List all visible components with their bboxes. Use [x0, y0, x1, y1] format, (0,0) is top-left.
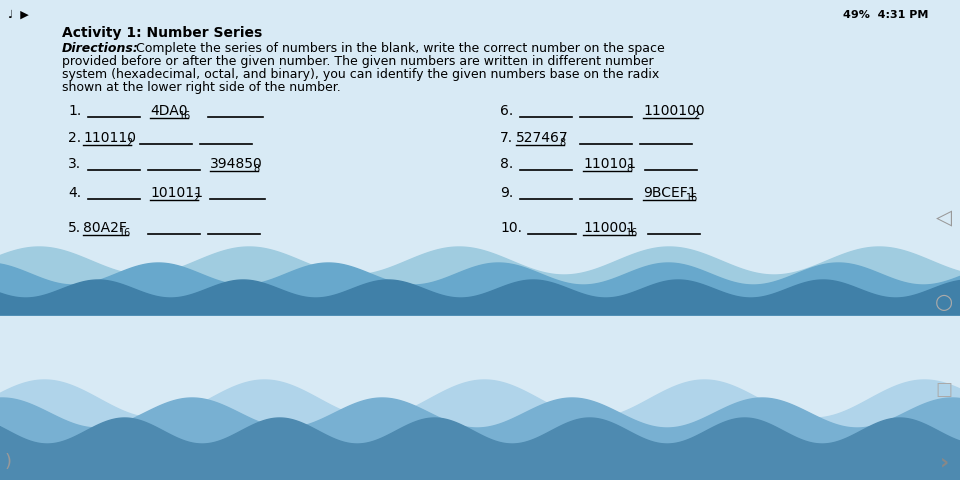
Text: Activity 1: Number Series: Activity 1: Number Series [62, 26, 262, 40]
Text: provided before or after the given number. The given numbers are written in diff: provided before or after the given numbe… [62, 55, 654, 68]
Text: 7.: 7. [500, 131, 514, 145]
Text: □: □ [935, 381, 952, 399]
Text: ›: › [940, 452, 948, 472]
Text: 1100100: 1100100 [643, 104, 705, 118]
Text: ): ) [5, 453, 12, 471]
Text: 8: 8 [559, 138, 565, 148]
Text: 8: 8 [626, 164, 633, 174]
Text: shown at the lower right side of the number.: shown at the lower right side of the num… [62, 81, 341, 94]
Text: 10.: 10. [500, 221, 522, 235]
Text: 4.: 4. [68, 186, 82, 200]
Text: 2.: 2. [68, 131, 82, 145]
Text: Complete the series of numbers in the blank, write the correct number on the spa: Complete the series of numbers in the bl… [132, 42, 664, 55]
Text: 110001: 110001 [583, 221, 636, 235]
Text: 3.: 3. [68, 157, 82, 171]
Text: 8: 8 [253, 164, 259, 174]
Text: ♩  ▶: ♩ ▶ [8, 10, 29, 20]
Text: ◁: ◁ [936, 208, 952, 228]
Text: 394850: 394850 [210, 157, 263, 171]
Text: 110101: 110101 [583, 157, 636, 171]
Text: 16: 16 [686, 193, 699, 203]
Text: 2: 2 [126, 138, 132, 148]
Text: 6.: 6. [500, 104, 514, 118]
Text: 49%  4:31 PM: 49% 4:31 PM [843, 10, 928, 20]
Text: 1.: 1. [68, 104, 82, 118]
Text: 16: 16 [626, 228, 638, 238]
Text: 2: 2 [193, 193, 200, 203]
Text: ○: ○ [935, 292, 953, 312]
Text: 527467: 527467 [516, 131, 568, 145]
Text: 5.: 5. [68, 221, 82, 235]
Text: 4DA0: 4DA0 [150, 104, 187, 118]
Text: 16: 16 [119, 228, 132, 238]
Text: 8.: 8. [500, 157, 514, 171]
Text: system (hexadecimal, octal, and binary), you can identify the given numbers base: system (hexadecimal, octal, and binary),… [62, 68, 660, 81]
Text: 16: 16 [179, 111, 191, 121]
Text: 80A2F: 80A2F [83, 221, 127, 235]
Text: 101011: 101011 [150, 186, 203, 200]
Text: 9.: 9. [500, 186, 514, 200]
Text: 9BCEF1: 9BCEF1 [643, 186, 697, 200]
Text: 2: 2 [693, 111, 700, 121]
Text: 110110: 110110 [83, 131, 136, 145]
Text: Directions:: Directions: [62, 42, 139, 55]
